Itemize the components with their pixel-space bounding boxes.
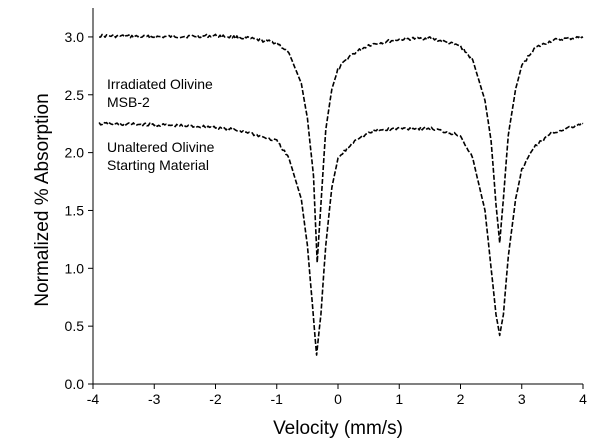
x-tick-label: 4	[579, 391, 587, 407]
y-tick-label: 2.0	[65, 145, 85, 161]
series-line	[98, 121, 584, 356]
annotation-label: Starting Material	[107, 157, 209, 173]
y-tick-label: 1.5	[65, 202, 85, 218]
x-tick-label: -2	[209, 391, 222, 407]
x-tick-label: -3	[148, 391, 161, 407]
x-tick-label: 0	[334, 391, 342, 407]
x-tick-label: 1	[395, 391, 403, 407]
axes: -4 -3 -2 -1 0 1 2 3 4 0.0 0.5 1.0 1.5 2.0 2.5 3.0	[65, 8, 587, 407]
x-tick-label: -4	[87, 391, 100, 407]
annotation-label: Irradiated Olivine	[107, 76, 213, 92]
x-tick-label: -1	[271, 391, 284, 407]
x-tick-label: 2	[457, 391, 465, 407]
annotation-label: Unaltered Olivine	[107, 139, 215, 155]
series-layer	[98, 33, 584, 356]
annotations: Irradiated Olivine MSB-2 Unaltered Olivine…	[107, 76, 215, 173]
y-tick-label: 0.0	[65, 376, 85, 392]
y-tick-label: 3.0	[65, 29, 85, 45]
y-axis-title: Normalized % Absorption	[32, 93, 53, 306]
series-line	[99, 33, 584, 264]
y-tick-label: 1.0	[65, 260, 85, 276]
y-tick-label: 0.5	[65, 318, 85, 334]
y-tick-label: 2.5	[65, 87, 85, 103]
annotation-label: MSB-2	[107, 94, 150, 110]
x-axis-title: Velocity (mm/s)	[273, 418, 403, 439]
x-tick-label: 3	[518, 391, 526, 407]
